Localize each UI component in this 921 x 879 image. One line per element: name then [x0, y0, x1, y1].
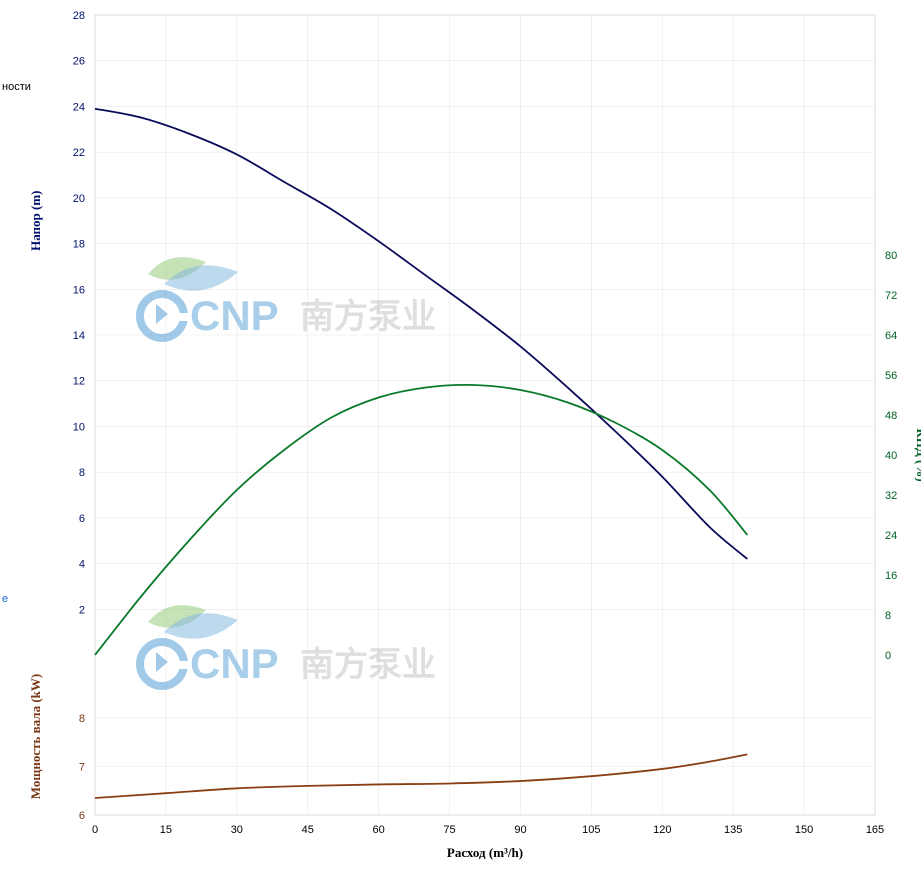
eff-tick-label: 32	[885, 490, 897, 502]
head-tick-label: 4	[79, 559, 85, 571]
eff-tick-label: 8	[885, 610, 891, 622]
head-tick-label: 6	[79, 513, 85, 525]
head-tick-label: 16	[73, 284, 85, 296]
watermark-cn: 南方泵业	[300, 298, 436, 336]
power-tick-label: 7	[79, 762, 85, 774]
x-tick-label: 90	[514, 824, 526, 836]
head-tick-label: 28	[73, 10, 85, 22]
head-tick-label: 22	[73, 147, 85, 159]
x-tick-label: 0	[92, 824, 98, 836]
watermark-cnp: CNP	[190, 640, 279, 687]
x-tick-label: 15	[160, 824, 172, 836]
head-tick-label: 8	[79, 467, 85, 479]
x-tick-label: 105	[582, 824, 600, 836]
x-tick-label: 45	[302, 824, 314, 836]
cut-label-top: ности	[2, 81, 31, 93]
x-tick-label: 120	[653, 824, 671, 836]
x-tick-label: 75	[443, 824, 455, 836]
eff-tick-label: 40	[885, 450, 897, 462]
pump-curve-chart: CNP南方泵业CNP南方泵业01530456075901051201351501…	[0, 0, 921, 879]
eff-tick-label: 56	[885, 370, 897, 382]
cut-label-mid: е	[2, 593, 8, 605]
power-tick-label: 8	[79, 713, 85, 725]
head-tick-label: 10	[73, 421, 85, 433]
head-tick-label: 26	[73, 56, 85, 68]
watermark-cnp: CNP	[190, 292, 279, 339]
head-tick-label: 20	[73, 193, 85, 205]
x-tick-label: 150	[795, 824, 813, 836]
eff-tick-label: 80	[885, 250, 897, 262]
x-tick-label: 135	[724, 824, 742, 836]
watermark-cn: 南方泵业	[300, 646, 436, 684]
head-axis-title: Напор (m)	[28, 191, 43, 251]
power-tick-label: 6	[79, 810, 85, 822]
chart-svg: CNP南方泵业CNP南方泵业01530456075901051201351501…	[0, 0, 921, 879]
x-tick-label: 30	[231, 824, 243, 836]
power-axis-title: Мощность вала (kW)	[28, 674, 43, 799]
eff-tick-label: 72	[885, 290, 897, 302]
eff-tick-label: 16	[885, 570, 897, 582]
head-tick-label: 14	[73, 330, 85, 342]
x-tick-label: 60	[373, 824, 385, 836]
x-tick-label: 165	[866, 824, 884, 836]
head-tick-label: 2	[79, 604, 85, 616]
x-axis-title: Расход (m³/h)	[447, 845, 523, 860]
head-tick-label: 12	[73, 376, 85, 388]
head-tick-label: 24	[73, 101, 85, 113]
head-tick-label: 18	[73, 239, 85, 251]
eff-tick-label: 24	[885, 530, 897, 542]
eff-tick-label: 0	[885, 650, 891, 662]
eff-tick-label: 64	[885, 330, 897, 342]
eff-tick-label: 48	[885, 410, 897, 422]
eff-axis-title: КПД (%)	[914, 428, 921, 481]
